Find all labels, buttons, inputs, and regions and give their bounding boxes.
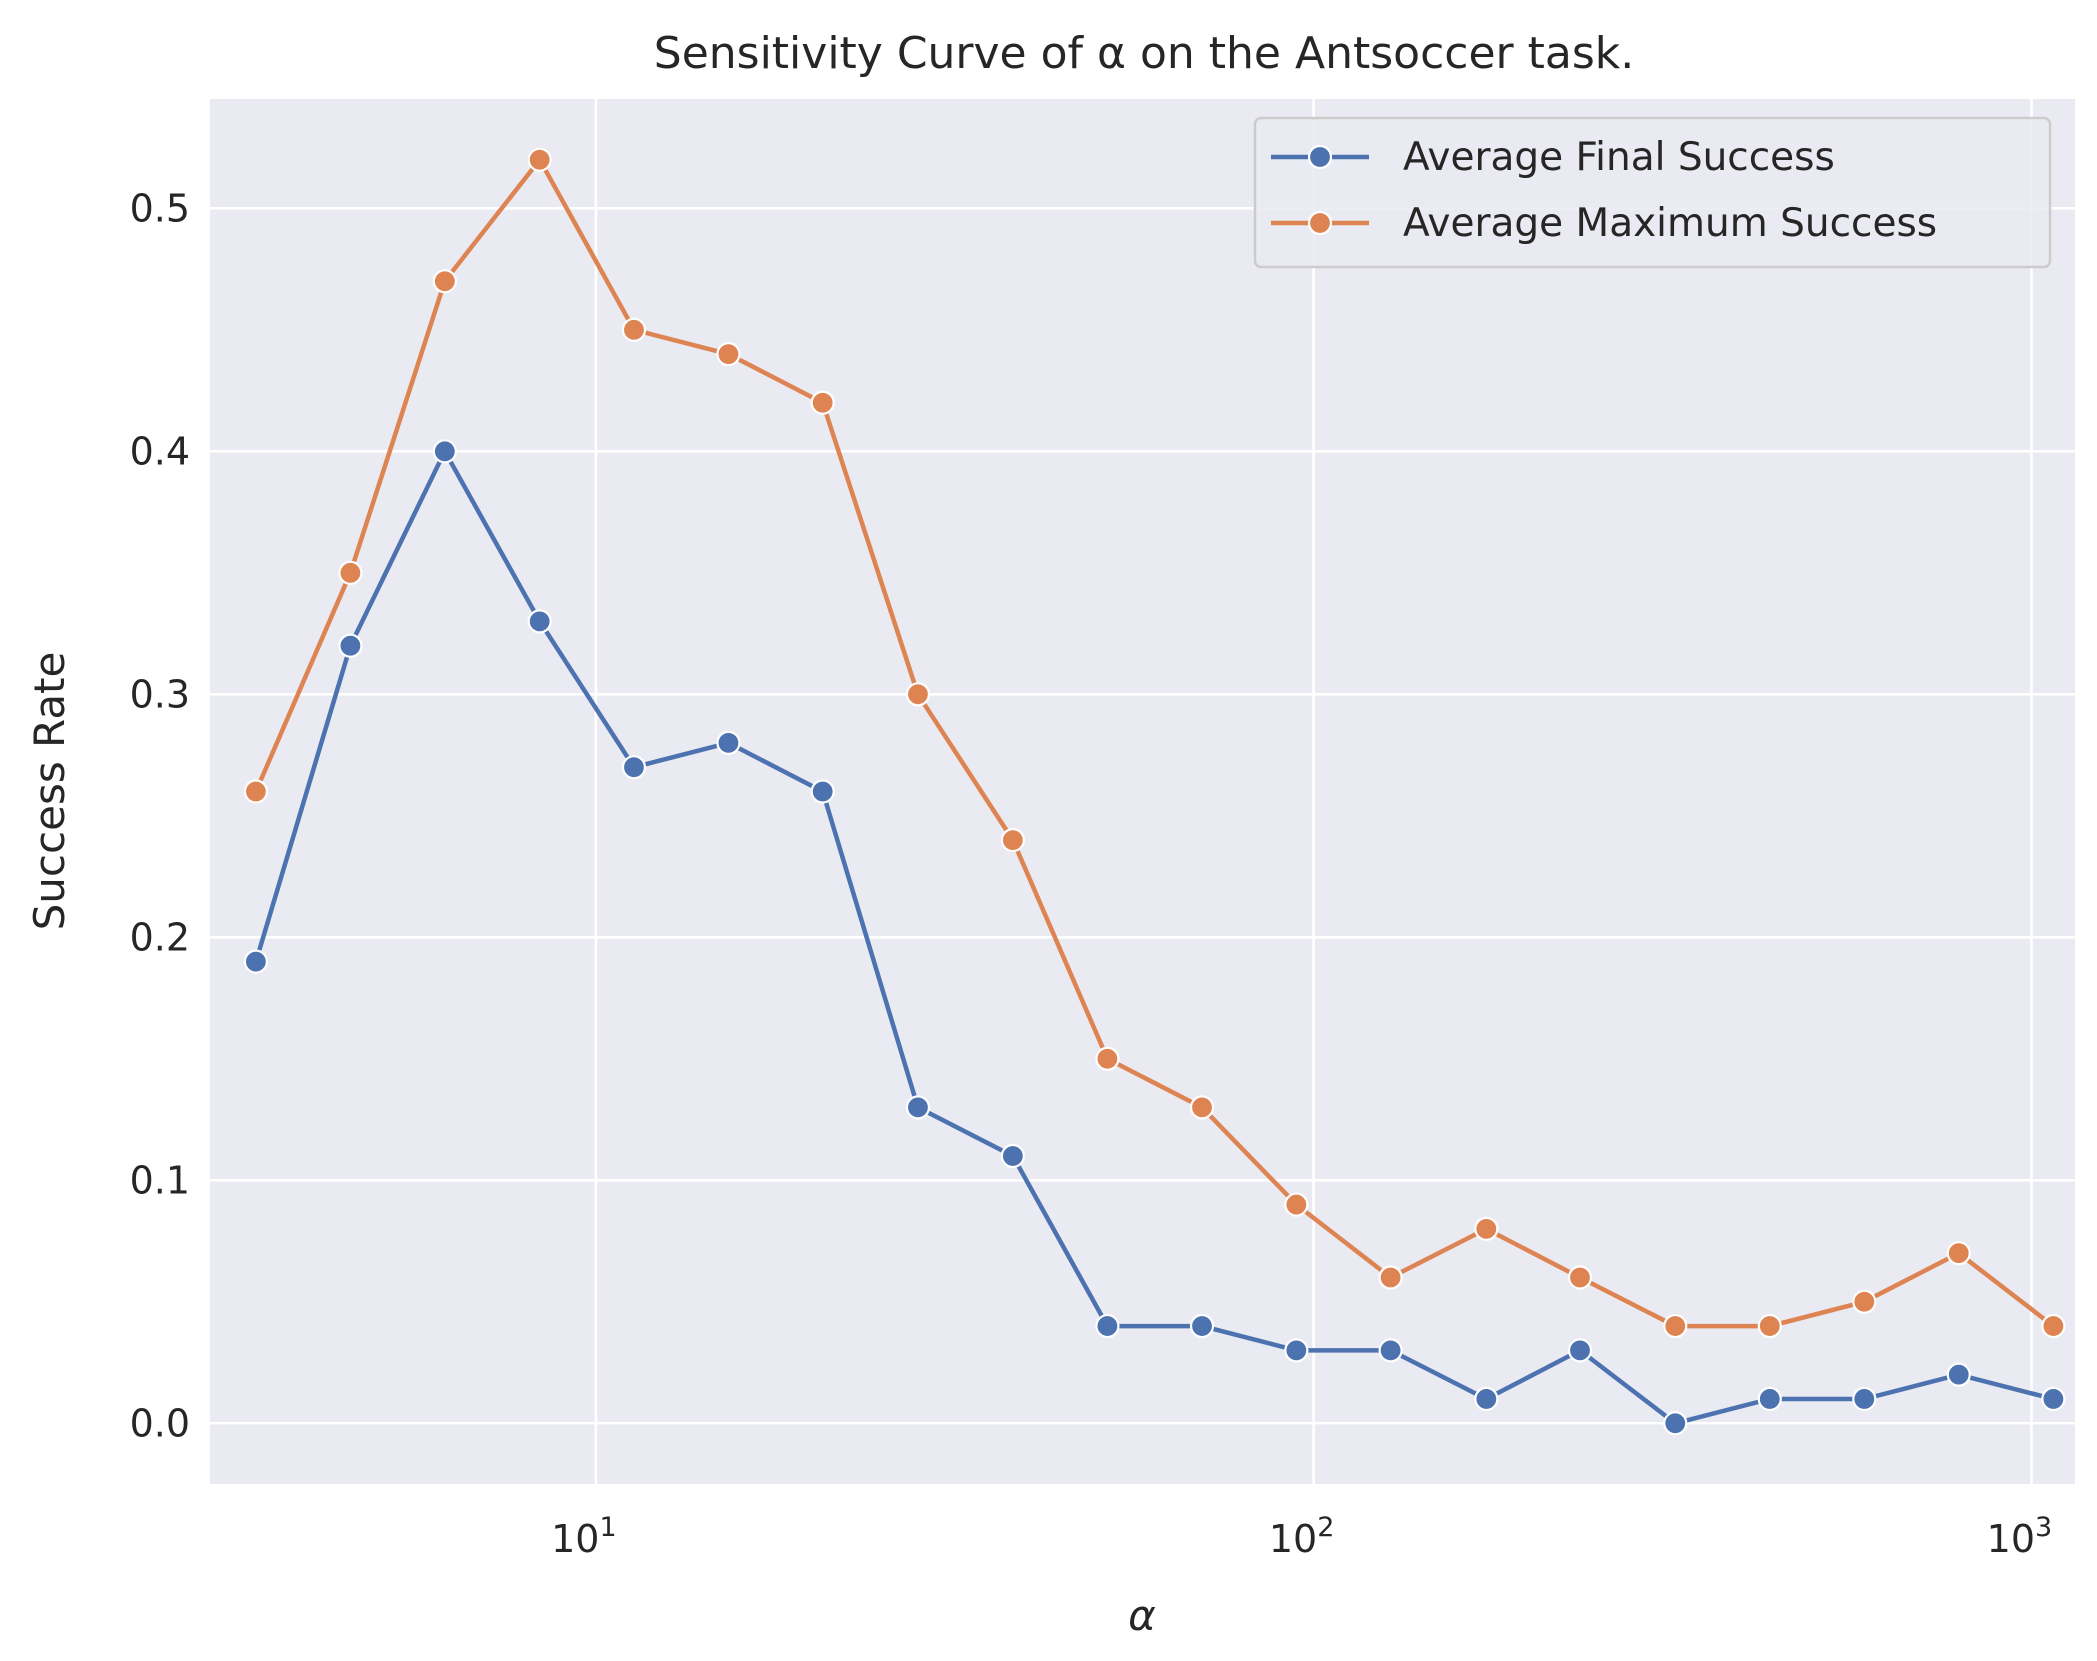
data-point-average-final-success: [905, 1095, 931, 1120]
legend-marker-average-maximum-success: [1307, 210, 1333, 236]
data-point-average-final-success: [1000, 1143, 1025, 1169]
data-point-average-maximum-success: [432, 269, 457, 294]
data-point-average-maximum-success: [1378, 1265, 1403, 1290]
legend: Average Final Success Average Maximum Su…: [1253, 116, 2052, 269]
series-average-final-success: [243, 439, 2066, 1436]
y-tick-label: 0.2: [130, 915, 190, 959]
y-tick-label: 0.0: [130, 1401, 190, 1445]
data-point-average-maximum-success: [905, 682, 931, 707]
y-tick-label: 0.5: [130, 186, 190, 230]
y-axis-label: Success Rate: [25, 652, 74, 931]
legend-marker-average-final-success: [1307, 144, 1333, 170]
data-point-average-maximum-success: [243, 779, 268, 804]
y-tick-labels: 0.0 0.1 0.2 0.3 0.4 0.5: [130, 186, 190, 1445]
series-layer: [243, 147, 2066, 1436]
data-point-average-final-success: [1095, 1313, 1120, 1339]
data-point-average-final-success: [716, 730, 741, 756]
data-point-average-maximum-success: [1946, 1241, 1971, 1266]
legend-box: [1253, 116, 2052, 269]
data-point-average-final-success: [527, 609, 552, 634]
data-point-average-final-success: [1567, 1338, 1593, 1363]
data-point-average-final-success: [621, 755, 647, 780]
data-point-average-maximum-success: [1284, 1192, 1309, 1217]
data-point-average-maximum-success: [1567, 1265, 1593, 1290]
data-point-average-final-success: [1189, 1313, 1215, 1339]
y-tick-label: 0.1: [130, 1158, 190, 1202]
data-point-average-maximum-success: [1757, 1313, 1782, 1339]
series-average-maximum-success: [243, 147, 2066, 1339]
data-point-average-final-success: [1663, 1411, 1688, 1436]
data-point-average-final-success: [2041, 1386, 2066, 1412]
data-point-average-maximum-success: [527, 147, 552, 172]
y-tick-label: 0.3: [130, 672, 190, 716]
data-point-average-maximum-success: [1474, 1216, 1499, 1241]
y-tick-label: 0.4: [130, 429, 190, 473]
data-point-average-maximum-success: [338, 560, 363, 585]
chart-title: Sensitivity Curve of α on the Antsoccer …: [654, 28, 1634, 79]
data-point-average-maximum-success: [716, 342, 741, 367]
data-point-average-maximum-success: [1663, 1313, 1688, 1339]
data-point-average-final-success: [1474, 1386, 1499, 1412]
data-point-average-final-success: [243, 949, 268, 974]
legend-label-average-final-success: Average Final Success: [1403, 135, 1835, 180]
x-axis-label: α: [1128, 1591, 1156, 1640]
data-point-average-final-success: [810, 779, 835, 804]
data-point-average-maximum-success: [1189, 1095, 1215, 1120]
plot-area: [210, 99, 2075, 1484]
data-point-average-maximum-success: [1095, 1046, 1120, 1071]
data-point-average-final-success: [1378, 1338, 1403, 1363]
x-tick-label: 101: [551, 1512, 617, 1561]
data-point-average-final-success: [1284, 1338, 1309, 1363]
series-line-average-maximum-success: [253, 157, 2055, 1329]
data-point-average-final-success: [1852, 1386, 1877, 1412]
data-point-average-maximum-success: [621, 317, 647, 342]
data-point-average-maximum-success: [2041, 1313, 2066, 1339]
x-tick-label: 102: [1269, 1512, 1335, 1561]
legend-label-average-maximum-success: Average Maximum Success: [1403, 201, 1937, 246]
data-point-average-final-success: [432, 439, 457, 464]
data-point-average-maximum-success: [1000, 827, 1025, 853]
x-tick-labels: 101 102 103: [551, 1512, 2052, 1561]
data-point-average-maximum-success: [1852, 1289, 1877, 1314]
x-tick-label: 103: [1987, 1512, 2053, 1561]
data-point-average-final-success: [338, 633, 363, 658]
data-point-average-final-success: [1946, 1362, 1971, 1387]
data-point-average-final-success: [1757, 1386, 1782, 1412]
data-point-average-maximum-success: [810, 390, 835, 415]
grid-lines: [210, 99, 2075, 1484]
series-line-average-final-success: [253, 449, 2054, 1426]
